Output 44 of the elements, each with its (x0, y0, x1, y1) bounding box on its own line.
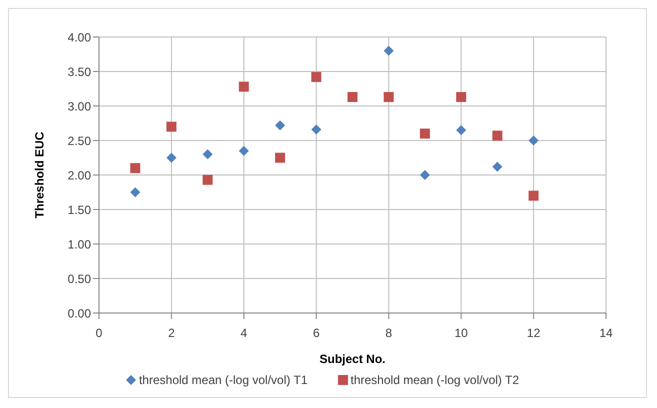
y-tick-label: 4.00 (68, 30, 92, 44)
y-tick-label: 1.00 (68, 237, 92, 252)
point (275, 152, 286, 163)
legend-label: threshold mean (-log vol/vol) T1 (138, 373, 308, 387)
point (311, 72, 322, 82)
x-tick-label: 14 (599, 326, 613, 340)
point (492, 162, 502, 172)
y-axis-title: Threshold EUC (32, 131, 46, 218)
point (420, 128, 430, 139)
point (238, 146, 249, 156)
y-tick-label: 0.00 (68, 306, 92, 320)
y-tick-label: 0.50 (68, 272, 92, 286)
point (528, 136, 539, 146)
point (275, 120, 286, 130)
point (202, 174, 213, 185)
y-tick-label: 3.50 (68, 64, 92, 79)
point (384, 46, 394, 56)
point (166, 122, 176, 132)
point (384, 92, 394, 102)
x-axis-title: Subject No. (319, 352, 386, 366)
point (130, 187, 140, 198)
y-tick-label: 1.50 (68, 202, 92, 217)
x-tick-label: 0 (96, 326, 103, 340)
y-tick-label: 2.50 (68, 134, 92, 148)
x-tick-label: 2 (168, 326, 176, 340)
x-tick-label: 6 (312, 326, 320, 340)
y-tick-label: 3.00 (68, 99, 92, 114)
x-tick-label: 4 (240, 326, 248, 340)
x-tick-label: 10 (454, 326, 468, 340)
point (311, 124, 322, 134)
point (166, 152, 176, 163)
point (456, 125, 466, 136)
x-tick-label: 12 (526, 326, 541, 340)
x-tick-label: 8 (385, 326, 392, 340)
point (202, 149, 213, 160)
point (238, 82, 249, 92)
point (420, 170, 430, 180)
point (456, 92, 466, 102)
legend-label: threshold mean (-log vol/vol) T2 (350, 373, 520, 387)
point (528, 190, 539, 201)
y-tick-label: 2.00 (68, 168, 92, 182)
point (130, 163, 140, 174)
point (348, 92, 358, 102)
point (492, 130, 502, 141)
